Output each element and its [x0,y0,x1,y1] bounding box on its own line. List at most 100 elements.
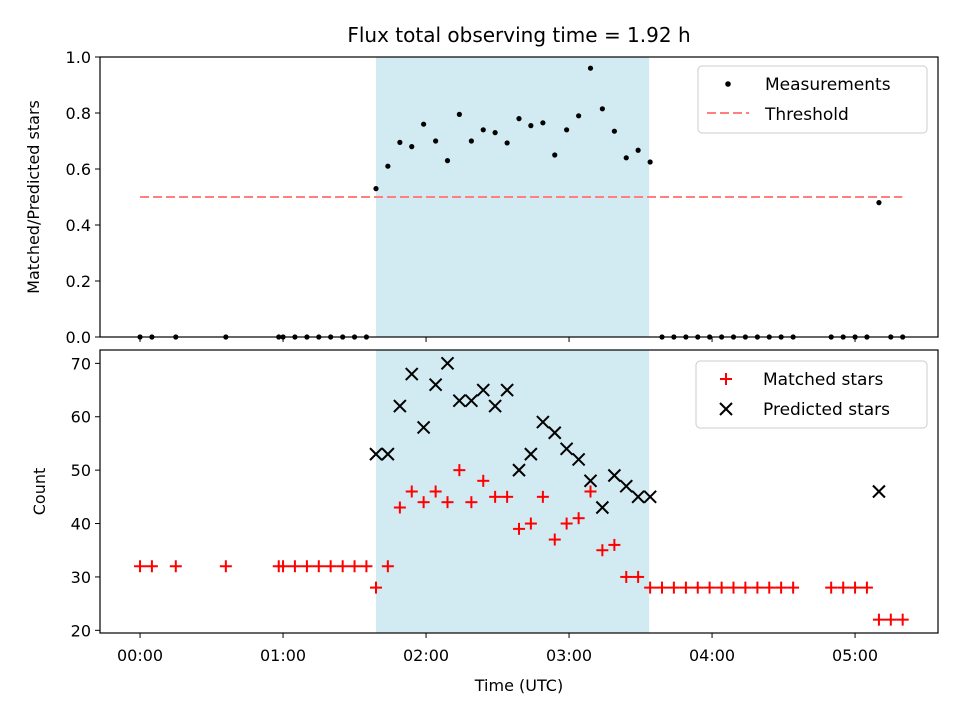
x-tick-label: 02:00 [403,646,449,665]
measurement-point [385,163,391,169]
measurement-point [876,200,882,206]
y-tick-label: 50 [71,461,91,480]
matched-star-point [360,560,373,573]
matched-star-point [751,581,764,594]
predicted-star-point [440,356,455,371]
measurement-points [137,65,906,340]
matched-star-point [381,560,394,573]
y-tick-label: 70 [71,354,91,373]
measurement-point [576,113,582,119]
measurement-point [528,123,534,129]
matched-star-point [572,512,585,525]
matched-star-point [465,496,478,509]
predicted-star-point [488,399,502,413]
measurement-point [480,127,486,133]
legend-matched-label: Matched stars [763,370,883,390]
predicted-star-point [643,490,657,504]
predicted-star-point [416,420,431,435]
measurement-point [599,106,605,112]
predicted-star-point [872,484,886,499]
legend-threshold-label: Threshold [764,105,849,125]
matched-star-point [584,485,597,498]
matched-star-point [369,581,382,594]
matched-star-point [596,544,609,557]
matched-star-point [336,560,349,573]
ratio-y-axis-label: Matched/Predicted stars [24,100,43,294]
measurement-point [516,116,522,122]
matched-star-point [288,560,301,573]
count-legend-box [695,360,928,429]
matched-star-point [787,581,800,594]
matched-star-point [145,560,158,573]
measurement-point [433,138,439,144]
predicted-star-point [619,479,633,493]
predicted-star-point [464,394,479,408]
matched-star-point [429,485,442,498]
ratio-legend: Measurements Threshold [697,65,928,134]
matched-star-point [312,560,325,573]
matched-star-point [884,613,897,626]
measurement-point [409,144,415,150]
matched-star-point [513,522,525,535]
predicted-star-point [476,383,490,397]
predicted-star-point [381,447,395,461]
predicted-star-point [428,378,443,392]
ratio-y-ticks: 0.0 0.2 0.4 0.6 0.8 1.0 [66,48,100,347]
matched-star-point [441,496,454,509]
legend-matched-marker [720,373,732,385]
matched-star-point [560,517,573,530]
matched-star-point [405,485,418,498]
matched-star-point [667,581,680,594]
predicted-star-point [524,447,538,461]
predicted-star-point [548,426,562,440]
matched-star-point [656,581,669,594]
chart-title: Flux total observing time = 1.92 h [347,23,690,47]
matched-star-point [896,613,909,626]
predicted-star-point [452,394,467,408]
matched-star-point [417,496,430,509]
matched-star-point [453,464,466,477]
measurement-point [504,140,510,146]
y-tick-label: 0.2 [66,272,91,291]
matched-star-point [739,581,752,594]
matched-star-point [134,560,147,573]
predicted-stars-points [369,356,886,515]
y-tick-label: 0.8 [66,104,91,123]
legend-predicted-label: Predicted stars [763,400,890,420]
x-axis-label: Time (UTC) [474,676,563,695]
measurement-point [421,121,427,127]
matched-star-point [632,570,645,583]
matched-star-point [825,581,838,594]
y-tick-label: 0.4 [66,216,91,235]
ratio-panel: 0.0 0.2 0.4 0.6 0.8 1.0 Matched/Predicted sta… [24,48,939,347]
legend-measurements-marker [725,81,731,87]
ratio-panel-frame [99,56,939,338]
count-panel-frame [99,349,939,634]
matched-star-point [536,490,549,503]
matched-star-point [727,581,740,594]
predicted-star-point [369,447,383,461]
x-tick-label: 03:00 [546,646,592,665]
measurement-point [373,186,379,192]
matched-star-point [324,560,337,573]
matched-star-point [277,560,290,573]
matched-star-point [219,560,232,573]
predicted-star-point [607,468,622,483]
predicted-star-point [595,500,610,515]
measurement-point [647,159,653,165]
y-tick-label: 20 [71,621,91,640]
predicted-star-point [405,367,419,381]
matched-star-point [691,581,704,594]
measurement-point [468,138,474,144]
count-x-ticks: 00:00 01:00 02:00 03:00 04:00 05:00 [117,633,878,665]
predicted-star-point [631,490,645,504]
legend-measurements-label: Measurements [765,75,891,95]
x-tick-label: 01:00 [260,646,306,665]
measurement-point [611,128,617,134]
count-legend: Matched stars Predicted stars [695,360,928,429]
matched-star-point [169,560,182,573]
ratio-legend-box [697,65,928,134]
predicted-star-point [559,442,574,456]
y-tick-label: 0.0 [66,328,91,347]
